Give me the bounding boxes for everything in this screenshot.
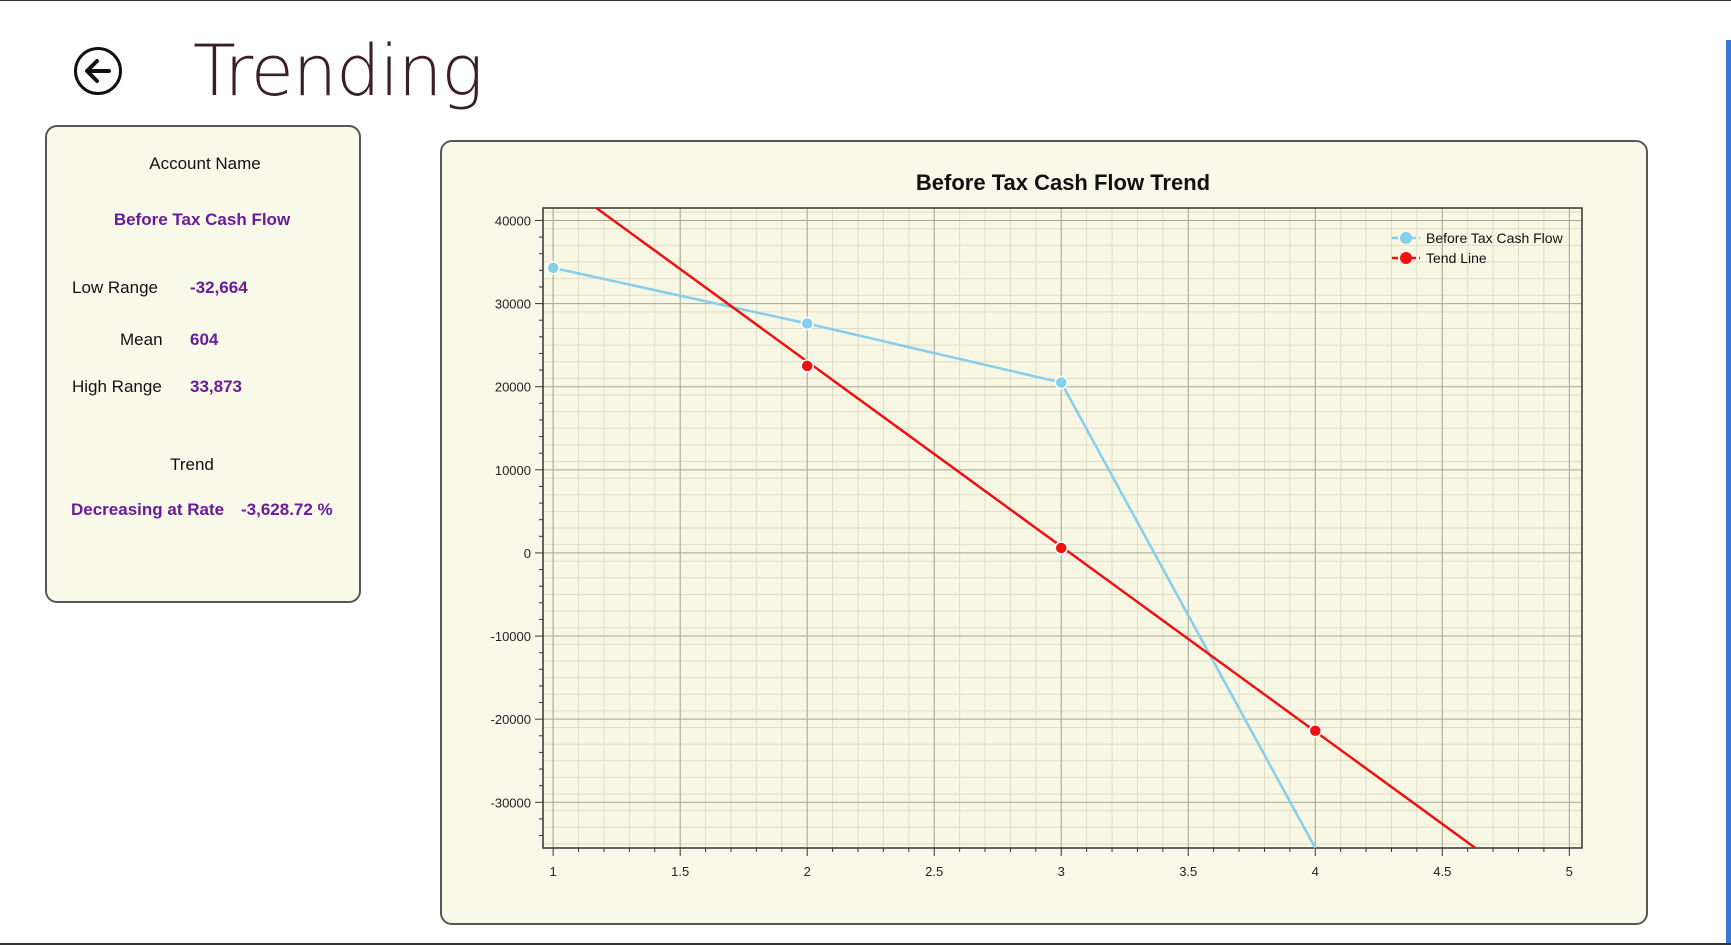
data-point-trend	[800, 359, 814, 373]
high-range-value: 33,873	[190, 377, 242, 396]
scrollbar[interactable]	[1726, 40, 1731, 945]
x-tick-label: 3	[1058, 864, 1065, 879]
y-tick-label: 20000	[495, 380, 531, 395]
x-tick-label: 4	[1312, 864, 1319, 879]
series-line-trend	[595, 206, 1477, 850]
data-point-trend	[1054, 541, 1068, 555]
trend-chart: Before Tax Cash Flow Trend 40000 30000 200…	[491, 170, 1583, 879]
account-name-value: Before Tax Cash Flow	[113, 210, 291, 229]
y-tick-label: -20000	[491, 712, 531, 727]
y-tick-label: 10000	[495, 463, 531, 478]
page-title: Trending	[193, 30, 483, 112]
chart-panel: Before Tax Cash Flow Trend 40000 30000 200…	[440, 140, 1648, 925]
chart-title: Before Tax Cash Flow Trend	[916, 170, 1210, 195]
data-point-before-tax-cash-flow	[800, 316, 814, 331]
y-tick-label: 30000	[495, 297, 531, 312]
data-point-before-tax-cash-flow	[546, 261, 560, 275]
y-tick-label: 40000	[495, 213, 531, 228]
trend-direction: Decreasing at Rate	[71, 500, 225, 519]
y-tick-label: -30000	[491, 795, 531, 810]
account-summary-panel: Account Name Before Tax Cash Flow Low Ra…	[45, 125, 361, 603]
x-tick-label: 1.5	[671, 864, 689, 879]
y-tick-label: 0	[524, 546, 531, 561]
series-line-before-tax-cash-flow	[552, 266, 1317, 849]
x-tick-label: 3.5	[1179, 864, 1197, 879]
low-range-label: Low Range	[72, 278, 159, 297]
data-point-trend	[1308, 724, 1323, 738]
back-button[interactable]	[74, 47, 122, 95]
legend-marker	[1400, 232, 1412, 244]
legend-label: Tend Line	[1426, 250, 1487, 266]
arrow-left-icon	[85, 59, 111, 83]
trend-label: Trend	[170, 455, 214, 474]
high-range-label: High Range	[72, 377, 162, 396]
x-tick-label: 2.5	[925, 864, 943, 879]
y-tick-label: -10000	[491, 629, 531, 644]
x-tick-label: 2	[804, 864, 811, 879]
window-top-border	[0, 0, 1731, 1]
legend-label: Before Tax Cash Flow	[1426, 230, 1564, 246]
window-bottom-border	[0, 943, 1731, 945]
plot-frame	[542, 207, 1583, 849]
account-name-label: Account Name	[149, 154, 261, 173]
x-tick-label: 4.5	[1433, 864, 1451, 879]
x-tick-label: 5	[1566, 864, 1573, 879]
x-tick-label: 1	[550, 864, 557, 879]
low-range-value: -32,664	[190, 278, 248, 297]
trend-rate: -3,628.72 %	[241, 500, 333, 519]
mean-label: Mean	[120, 330, 163, 349]
data-point-before-tax-cash-flow	[1054, 375, 1068, 390]
mean-value: 604	[190, 330, 219, 349]
legend-marker	[1400, 252, 1412, 264]
